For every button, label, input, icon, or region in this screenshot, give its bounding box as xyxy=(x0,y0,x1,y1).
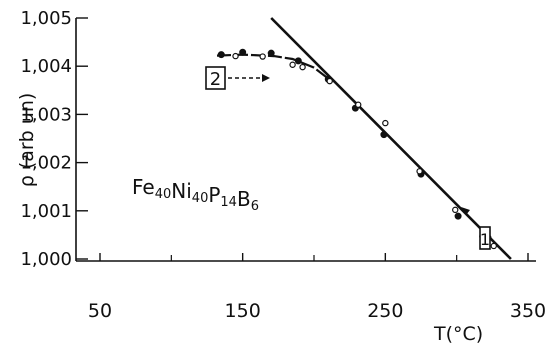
formula-subscript: 14 xyxy=(220,195,237,210)
label-2-arrowhead xyxy=(262,74,270,82)
x-tick-label: 250 xyxy=(367,300,403,322)
x-axis-ticks: 50 150 250 350 xyxy=(88,253,546,322)
x-axis-label: T(°C) xyxy=(433,323,483,345)
data-point-open xyxy=(382,119,389,127)
data-point-open xyxy=(355,101,362,108)
label-box-2 xyxy=(205,66,226,90)
data-point-filled xyxy=(380,131,388,139)
data-point-filled xyxy=(239,48,247,56)
formula-element: P xyxy=(208,183,220,207)
formula-element: Fe xyxy=(132,175,155,199)
data-point-filled xyxy=(454,212,462,220)
formula-subscript: 40 xyxy=(155,187,172,202)
data-series xyxy=(216,17,512,260)
y-axis-ticks: 1,000 1,001 1,002 1,003 1,004 1,005 xyxy=(20,8,88,270)
y-tick-label: 1,000 xyxy=(20,249,72,270)
data-point-open xyxy=(326,77,333,85)
data-point-open xyxy=(490,242,497,250)
data-point-filled xyxy=(217,51,225,59)
data-point-open xyxy=(299,63,306,71)
formula-subscript: 40 xyxy=(192,191,209,206)
data-point-open xyxy=(259,53,266,60)
data-point-open xyxy=(416,168,423,175)
label-1: 1 xyxy=(480,230,490,249)
formula-element: B xyxy=(237,187,251,211)
data-point-filled xyxy=(294,57,302,65)
label-box-1 xyxy=(479,226,491,250)
x-tick-label: 350 xyxy=(510,300,546,322)
y-tick-label: 1,005 xyxy=(20,8,72,29)
y-tick-label: 1,003 xyxy=(20,104,72,125)
data-point-open xyxy=(289,61,296,68)
x-tick-label: 150 xyxy=(225,300,261,322)
data-point-filled xyxy=(267,49,275,57)
formula-subscript: 6 xyxy=(251,199,259,214)
y-tick-label: 1,002 xyxy=(20,153,72,174)
x-tick-label: 50 xyxy=(88,300,112,322)
y-tick-label: 1,004 xyxy=(20,56,72,77)
label-2: 2 xyxy=(210,69,221,90)
formula-element: Ni xyxy=(171,179,192,203)
label-1-arrowhead xyxy=(461,207,470,215)
data-point-open xyxy=(452,206,459,214)
alloy-formula: Fe40Ni40P14B6 xyxy=(132,175,259,214)
data-point-open xyxy=(232,52,239,60)
y-tick-label: 1,001 xyxy=(20,201,72,222)
label-1-arrow xyxy=(464,211,479,227)
chart-axes xyxy=(75,18,536,262)
y-axis-label: ρ (arb un) xyxy=(16,93,38,188)
